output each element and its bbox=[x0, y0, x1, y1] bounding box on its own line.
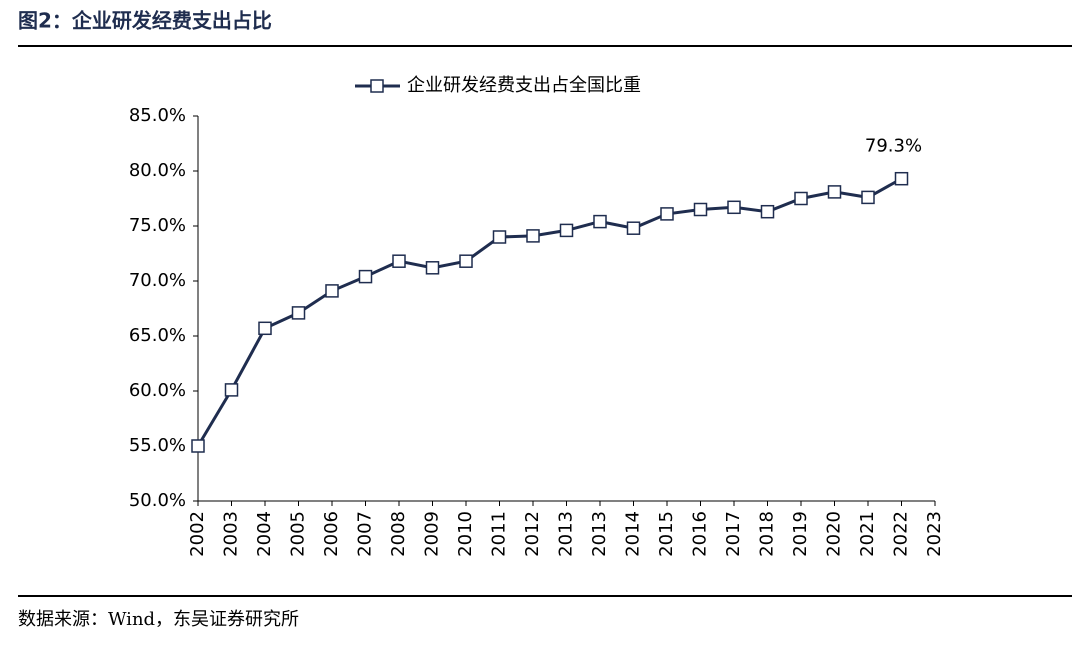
y-tick-label: 55.0% bbox=[129, 435, 186, 456]
x-tick-label: 2008 bbox=[388, 511, 409, 557]
point bbox=[693, 202, 708, 217]
x-tick-label: 2002 bbox=[187, 511, 208, 557]
x-tick-label: 2013 bbox=[589, 511, 610, 557]
point bbox=[258, 321, 272, 336]
point bbox=[191, 439, 205, 453]
x-tick-label: 2022 bbox=[891, 511, 912, 557]
legend-label: 企业研发经费支出占全国比重 bbox=[407, 75, 641, 96]
point bbox=[727, 200, 741, 215]
x-tick-label: 2012 bbox=[522, 511, 543, 557]
x-tick-label: 2003 bbox=[221, 511, 242, 557]
point bbox=[425, 261, 440, 275]
point bbox=[492, 230, 507, 244]
x-tick-label: 2016 bbox=[690, 511, 711, 557]
y-tick-label: 75.0% bbox=[129, 215, 186, 236]
x-tick-label: 2020 bbox=[824, 511, 845, 557]
point bbox=[392, 254, 406, 268]
point bbox=[794, 191, 808, 206]
point bbox=[358, 269, 373, 284]
point bbox=[894, 171, 909, 186]
x-tick-label: 2007 bbox=[355, 511, 376, 557]
x-tick-label: 2009 bbox=[422, 511, 443, 557]
x-tick-label: 2005 bbox=[288, 511, 309, 557]
x-tick-label: 2017 bbox=[723, 511, 744, 557]
x-tick-label: 2018 bbox=[757, 511, 778, 557]
point bbox=[660, 207, 674, 221]
x-tick-label: 2004 bbox=[254, 511, 275, 557]
point bbox=[291, 306, 306, 320]
y-tick-label: 65.0% bbox=[129, 325, 186, 346]
x-tick-label: 2011 bbox=[489, 511, 510, 557]
point bbox=[224, 383, 239, 397]
x-tick-label: 2023 bbox=[924, 511, 945, 557]
x-tick-label: 2021 bbox=[857, 511, 878, 557]
point bbox=[861, 190, 875, 205]
x-tick-label: 2010 bbox=[455, 511, 476, 557]
title: 图2：企业研发经费支出占比 bbox=[18, 9, 272, 33]
y-tick-label: 70.0% bbox=[129, 270, 186, 291]
line bbox=[196, 177, 903, 447]
point bbox=[325, 284, 339, 298]
x-tick-label: 2006 bbox=[321, 511, 342, 557]
x-tick-label: 2019 bbox=[790, 511, 811, 557]
y-tick-label: 80.0% bbox=[129, 160, 186, 181]
x-tick-label: 2014 bbox=[623, 511, 644, 557]
legend-marker bbox=[370, 79, 384, 93]
data-label: 79.3% bbox=[865, 136, 922, 157]
point bbox=[760, 204, 775, 219]
point bbox=[626, 221, 641, 235]
point bbox=[559, 223, 574, 238]
x-tick-label: 2013 bbox=[556, 511, 577, 557]
source: 数据来源：Wind，东吴证券研究所 bbox=[18, 609, 299, 630]
y-tick-label: 85.0% bbox=[129, 105, 186, 126]
point bbox=[459, 254, 473, 268]
point bbox=[526, 229, 540, 243]
x-tick-label: 2015 bbox=[656, 511, 677, 557]
point bbox=[593, 214, 607, 229]
y-tick-label: 50.0% bbox=[129, 490, 186, 511]
point bbox=[827, 185, 842, 199]
y-tick-label: 60.0% bbox=[129, 380, 186, 401]
